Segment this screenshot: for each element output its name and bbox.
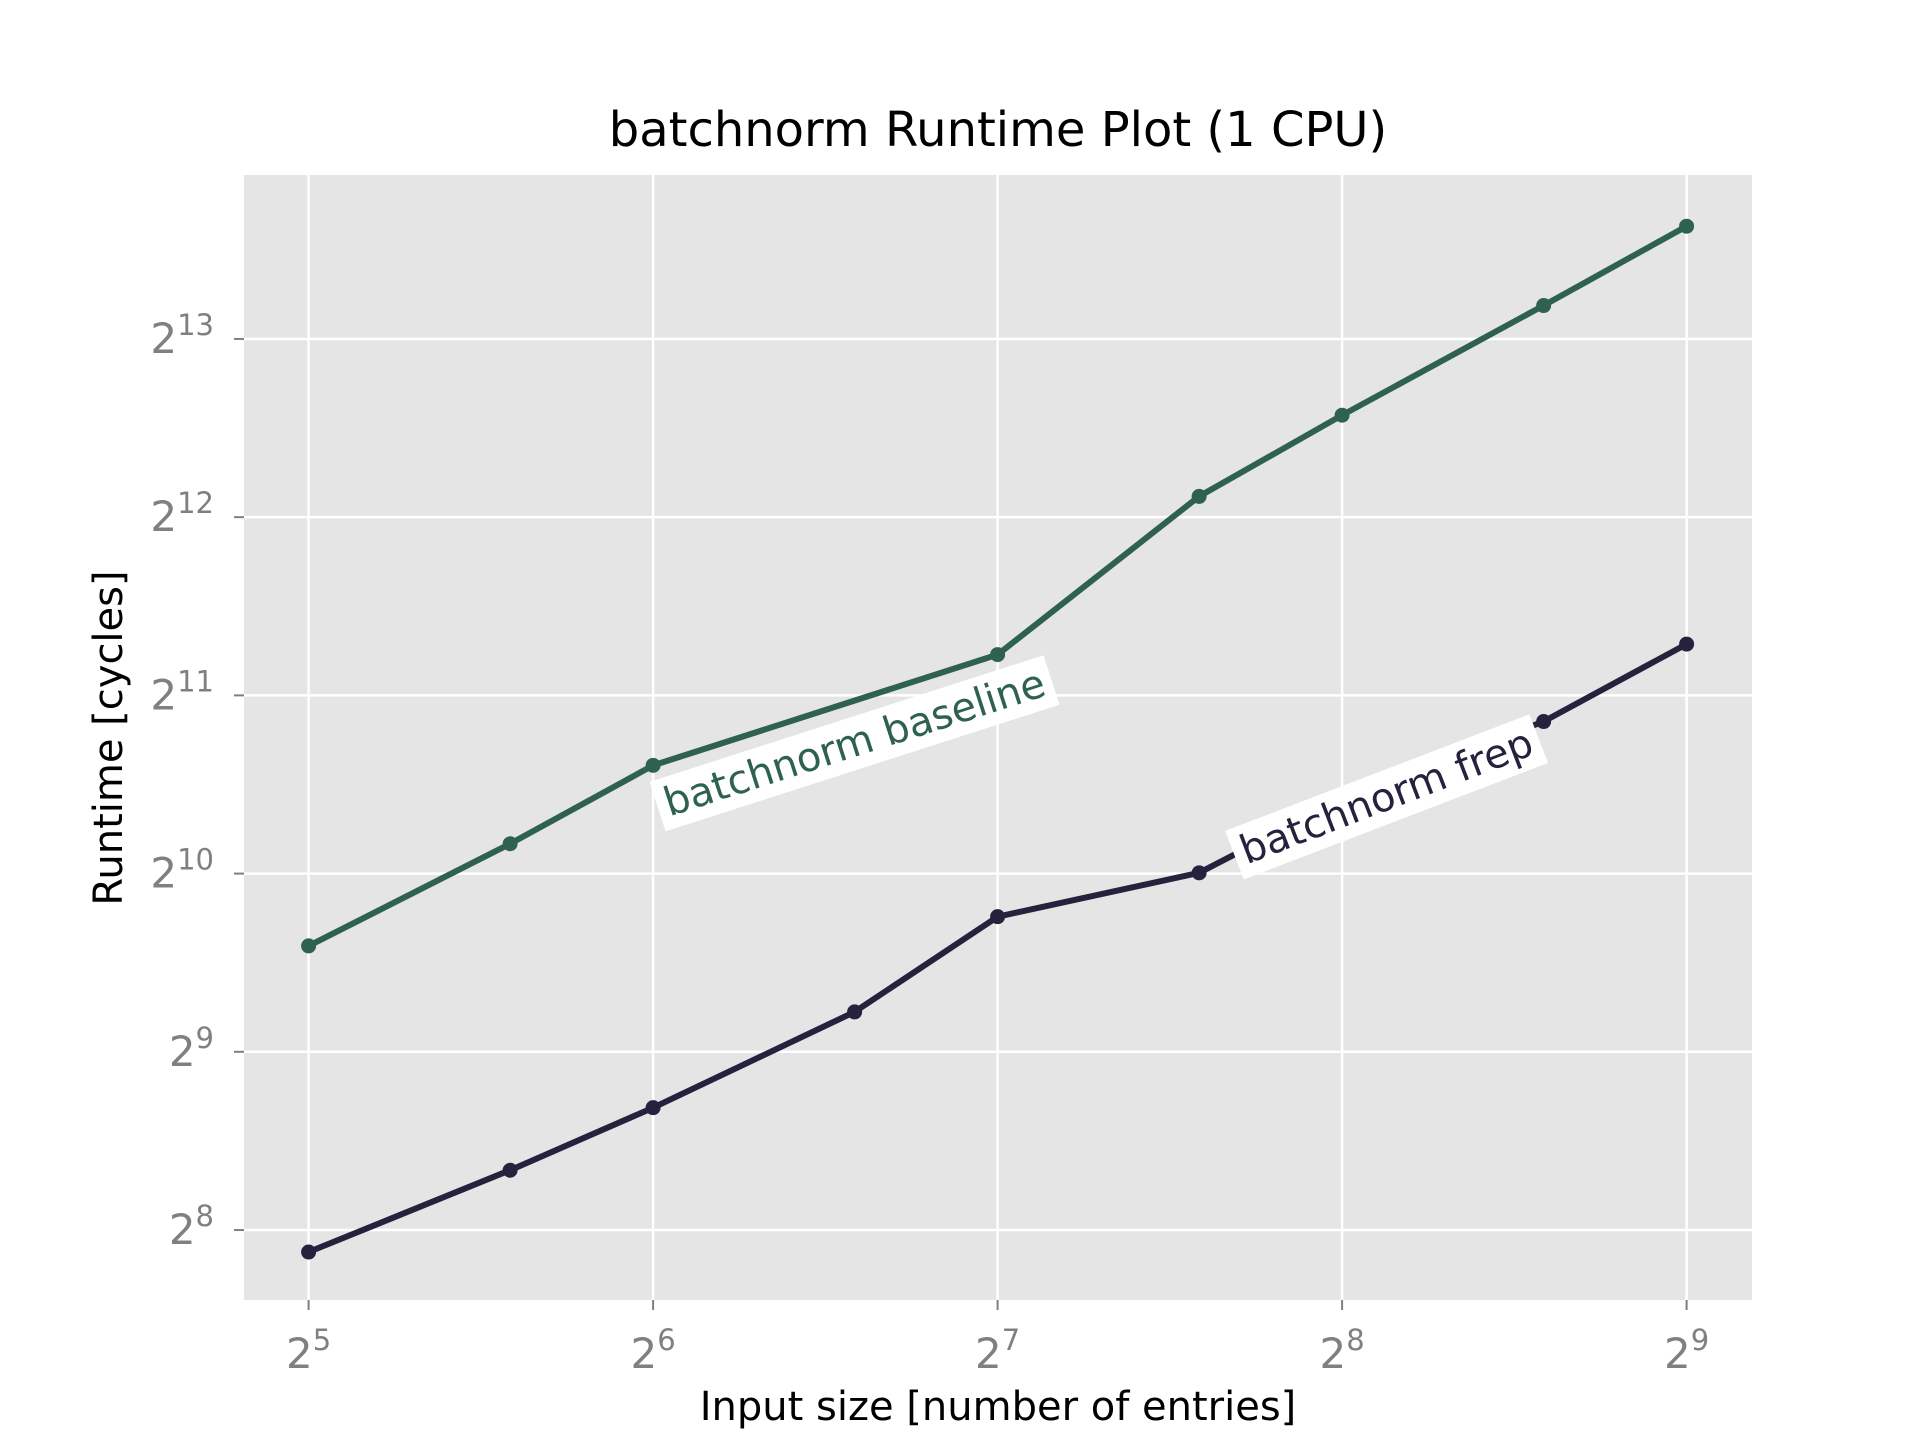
data-point <box>1536 298 1552 314</box>
grid-lines <box>244 175 1752 1300</box>
y-tick-exponent: 10 <box>177 843 214 877</box>
y-tick-base: 2 <box>169 1205 196 1254</box>
data-point <box>1679 218 1695 234</box>
data-point <box>1536 714 1552 730</box>
data-point <box>502 1162 518 1178</box>
chart-title: batchnorm Runtime Plot (1 CPU) <box>609 102 1388 158</box>
x-tick-base: 2 <box>1664 1329 1691 1378</box>
data-point <box>1191 865 1207 881</box>
y-tick-label: 211 <box>150 664 214 719</box>
x-tick-base: 2 <box>1320 1329 1347 1378</box>
y-tick-exponent: 8 <box>196 1199 214 1233</box>
data-point <box>502 836 518 852</box>
y-tick-exponent: 12 <box>177 486 214 520</box>
data-point <box>1191 488 1207 504</box>
y-tick-exponent: 11 <box>177 664 214 698</box>
y-tick-exponent: 9 <box>196 1021 214 1055</box>
y-tick-base: 2 <box>150 492 177 541</box>
y-tick-label: 213 <box>150 308 214 363</box>
x-tick-label: 29 <box>1664 1323 1709 1378</box>
series-line-batchnorm-baseline <box>305 223 1690 949</box>
x-tick-exponent: 7 <box>1002 1323 1020 1357</box>
x-axis-label: Input size [number of entries] <box>700 1384 1297 1430</box>
x-tick-label: 28 <box>1320 1323 1365 1378</box>
y-tick-label: 210 <box>150 843 214 898</box>
data-point <box>847 1004 863 1020</box>
data-point <box>645 757 661 773</box>
data-point <box>990 909 1006 925</box>
x-tick-label: 26 <box>631 1323 676 1378</box>
y-tick-base: 2 <box>150 670 177 719</box>
x-tick-exponent: 9 <box>1691 1323 1709 1357</box>
data-point <box>990 647 1006 663</box>
y-tick-label: 29 <box>169 1021 214 1076</box>
y-tick-base: 2 <box>150 849 177 898</box>
data-point <box>301 1244 317 1260</box>
series-label-background <box>1225 714 1549 880</box>
x-tick-base: 2 <box>631 1329 658 1378</box>
y-tick-base: 2 <box>169 1027 196 1076</box>
data-point <box>301 938 317 954</box>
series-batchnorm-baseline <box>301 218 1695 954</box>
y-tick-exponent: 13 <box>177 308 214 342</box>
x-tick-label: 27 <box>975 1323 1020 1378</box>
data-point <box>1334 407 1350 423</box>
y-tick-label: 212 <box>150 486 214 541</box>
y-tick-base: 2 <box>150 314 177 363</box>
x-tick-label: 25 <box>286 1323 331 1378</box>
x-tick-base: 2 <box>975 1329 1002 1378</box>
data-point <box>645 1100 661 1116</box>
y-axis-label: Runtime [cycles] <box>86 570 132 905</box>
y-tick-label: 28 <box>169 1199 214 1254</box>
x-tick-exponent: 5 <box>313 1323 331 1357</box>
series-label-background <box>649 655 1060 832</box>
data-point <box>1679 636 1695 652</box>
x-tick-base: 2 <box>286 1329 313 1378</box>
x-tick-exponent: 8 <box>1346 1323 1364 1357</box>
x-tick-exponent: 6 <box>657 1323 675 1357</box>
